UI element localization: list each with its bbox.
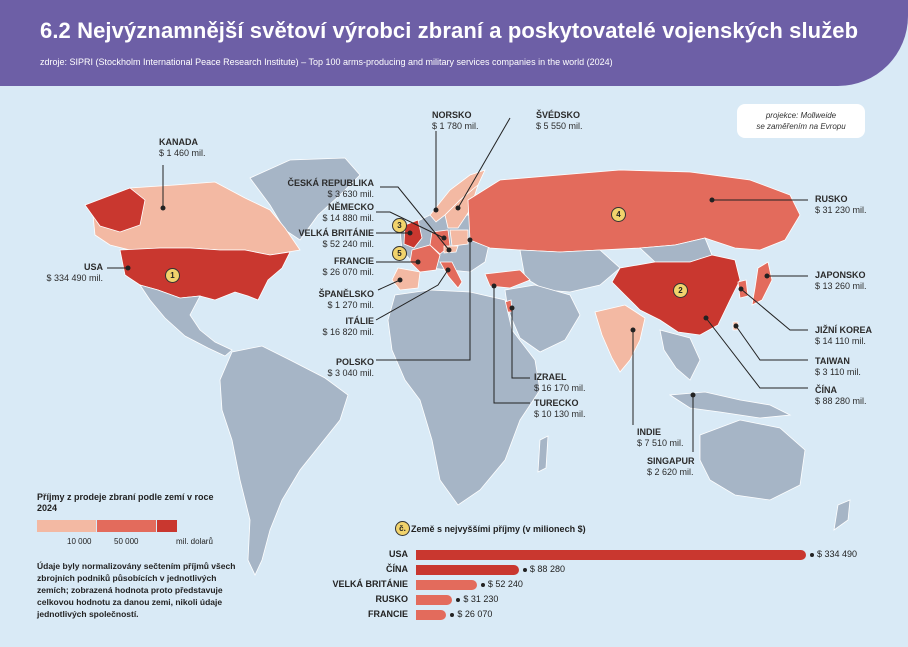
top5-title: Země s nejvyššími příjmy (v milionech $) xyxy=(411,524,586,534)
turkey-shape xyxy=(484,269,531,289)
bar-row: USA $ 334 490 xyxy=(300,549,900,561)
bar-value-label: $ 26 070 xyxy=(457,609,493,619)
legend-swatch-high xyxy=(157,520,177,532)
bar-end-dot xyxy=(810,553,814,557)
rank-badge-usa: 1 xyxy=(165,268,180,283)
russia-shape xyxy=(467,169,801,253)
spain-shape xyxy=(391,267,421,291)
bar-row: FRANCIE $ 26 070 xyxy=(300,609,900,621)
india-shape xyxy=(594,304,646,373)
bar xyxy=(416,565,519,575)
bar-value-label: $ 334 490 xyxy=(817,549,858,559)
world-map xyxy=(84,117,851,576)
legend-unit: mil. dolarů xyxy=(176,537,213,546)
indonesia-shape xyxy=(668,391,792,419)
se-asia-shape xyxy=(659,329,701,381)
japan-shape xyxy=(751,261,773,306)
label-singapore: SINGAPUR $ 2 620 mil. xyxy=(647,456,695,477)
label-russia: RUSKO $ 31 230 mil. xyxy=(815,194,867,215)
new-zealand-shape xyxy=(833,499,851,531)
label-uk: VELKÁ BRITÁNIE $ 52 240 mil. xyxy=(298,228,374,249)
central-asia-shape xyxy=(519,249,621,293)
label-spain: ŠPANĚLSKO $ 1 270 mil. xyxy=(318,289,374,310)
uk-shape xyxy=(403,219,423,249)
bar-category-label: ČÍNA xyxy=(386,564,408,574)
leader-lines xyxy=(107,117,808,452)
legend-note: Údaje byly normalizovány sečtením příjmů… xyxy=(37,561,236,619)
bar-row: VELKÁ BRITÁNIE $ 52 240 xyxy=(300,579,900,591)
bar-end-dot xyxy=(480,583,485,587)
label-czech: ČESKÁ REPUBLIKA $ 3 630 mil. xyxy=(287,178,374,199)
label-japan: JAPONSKO $ 13 260 mil. xyxy=(815,270,867,291)
label-south-korea: JIŽNÍ KOREA $ 14 110 mil. xyxy=(815,325,873,346)
bar-value-label: $ 52 240 xyxy=(487,579,523,589)
legend-title: Příjmy z prodeje zbraní podle zemí v roc… xyxy=(37,492,214,513)
bar-row: ČÍNA $ 88 280 xyxy=(300,564,900,576)
legend-tick-10000: 10 000 xyxy=(67,537,92,546)
poland-shape xyxy=(449,229,469,247)
bar xyxy=(416,550,806,560)
label-italy: ITÁLIE $ 16 820 mil. xyxy=(322,316,374,337)
madagascar-shape xyxy=(537,435,549,473)
bar xyxy=(416,580,477,590)
bar xyxy=(416,610,447,620)
mexico-shape xyxy=(139,284,233,357)
label-sweden: ŠVÉDSKO $ 5 550 mil. xyxy=(536,110,583,131)
bar-value-label: $ 88 280 xyxy=(529,564,565,574)
label-germany: NĚMECKO $ 14 880 mil. xyxy=(322,202,374,223)
country-dots xyxy=(125,197,770,398)
label-taiwan: TAIWAN $ 3 110 mil. xyxy=(815,356,861,377)
label-israel: IZRAEL $ 16 170 mil. xyxy=(534,372,586,393)
alaska-shape xyxy=(84,187,146,233)
australia-shape xyxy=(699,419,806,501)
label-canada: KANADA $ 1 460 mil. xyxy=(159,137,206,158)
page-title: 6.2 Nejvýznamnější světoví výrobci zbran… xyxy=(40,18,859,43)
bar-value-label: $ 31 230 xyxy=(463,594,499,604)
label-india: INDIE $ 7 510 mil. xyxy=(637,427,684,448)
source-line: zdroje: SIPRI (Stockholm International P… xyxy=(40,57,613,67)
africa-shape xyxy=(387,289,541,506)
label-norway: NORSKO $ 1 780 mil. xyxy=(432,110,479,131)
rank-badge-russia: 4 xyxy=(611,207,626,222)
bar-end-dot xyxy=(456,598,461,602)
top5-badge: č. xyxy=(395,521,410,536)
label-turkey: TURECKO $ 10 130 mil. xyxy=(534,398,586,419)
label-china: ČÍNA $ 88 280 mil. xyxy=(815,385,867,406)
bar-category-label: VELKÁ BRITÁNIE xyxy=(332,579,408,589)
bar-category-label: RUSKO xyxy=(375,594,408,604)
projection-note: projekce: Mollweide se zaměřením na Evro… xyxy=(737,104,865,138)
south-america-shape xyxy=(219,345,349,576)
legend-swatch-mid xyxy=(97,520,156,532)
bar-end-dot xyxy=(450,613,455,617)
bar-row: RUSKO $ 31 230 xyxy=(300,594,900,606)
bar xyxy=(416,595,453,605)
rank-badge-france: 5 xyxy=(392,246,407,261)
label-france: FRANCIE $ 26 070 mil. xyxy=(322,256,374,277)
legend-tick-50000: 50 000 xyxy=(114,537,139,546)
legend-swatch-low xyxy=(37,520,96,532)
italy-shape xyxy=(439,261,463,289)
rank-badge-uk: 3 xyxy=(392,218,407,233)
greenland-shape xyxy=(249,157,361,241)
bar-end-dot xyxy=(522,568,527,572)
label-poland: POLSKO $ 3 040 mil. xyxy=(327,357,374,378)
header: 6.2 Nejvýznamnější světoví výrobci zbran… xyxy=(0,0,908,86)
label-usa: USA $ 334 490 mil. xyxy=(46,262,103,283)
bar-category-label: FRANCIE xyxy=(368,609,408,619)
rank-badge-china: 2 xyxy=(673,283,688,298)
bar-category-label: USA xyxy=(388,549,408,559)
